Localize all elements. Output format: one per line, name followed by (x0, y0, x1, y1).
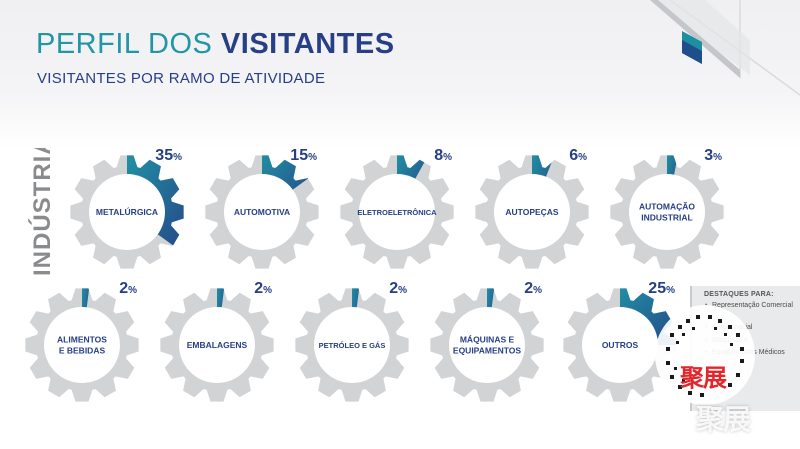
gear-chart: AUTOMOTIVA 15% (205, 147, 319, 269)
gear-hub (494, 174, 570, 250)
gear-label: AUTOMAÇÃO (639, 202, 695, 212)
gear-value-label: 35% (155, 147, 182, 164)
gear-value-label: 8% (434, 147, 452, 164)
title-bold: VISITANTES (220, 28, 395, 60)
gear-chart: EMBALAGENS 2% (160, 280, 274, 402)
gear-value-label: 2% (524, 280, 542, 297)
gear-hub (179, 307, 255, 383)
gear-chart: METALÚRGICA 35% (70, 147, 184, 269)
callout-title: DESTAQUES PARA: (704, 291, 774, 298)
gear-label: METALÚRGICA (96, 206, 158, 217)
gear-value-label: 2% (389, 280, 407, 297)
gear-label: AUTOMOTIVA (234, 207, 290, 217)
gear-chart: AUTOPEÇAS 6% (475, 147, 589, 269)
gear-label: INDUSTRIAL (641, 213, 692, 223)
gear-chart: ELETROELETRÔNICA 8% (340, 147, 454, 269)
gear-value-label: 25% (648, 280, 675, 297)
watermark-white-text: 聚展 (696, 403, 751, 436)
gear-chart: PETRÓLEO E GÁS 2% (295, 280, 409, 402)
gear-label: ELETROELETRÔNICA (357, 208, 437, 217)
gear-hub (314, 307, 390, 383)
gear-value-label: 2% (254, 280, 272, 297)
corner-decoration (650, 0, 800, 96)
page-title: PERFIL DOS VISITANTES (36, 28, 395, 61)
side-label: INDÚSTRIA (28, 148, 56, 276)
gear-label: EMBALAGENS (187, 340, 248, 350)
page-subtitle: VISITANTES POR RAMO DE ATIVIDADE (37, 70, 326, 87)
gear-hub (449, 307, 525, 383)
gear-hub (44, 307, 120, 383)
gear-label: MÁQUINAS E (460, 335, 515, 345)
gear-hub (582, 307, 658, 383)
gear-hub (359, 174, 435, 250)
gear-label: PETRÓLEO E GÁS (319, 341, 386, 350)
gear-hub (89, 174, 165, 250)
gear-label: ALIMENTOS (57, 335, 107, 345)
header-background (0, 0, 800, 150)
gear-label: AUTOPEÇAS (505, 207, 559, 217)
title-light: PERFIL DOS (36, 28, 221, 60)
gear-label: EQUIPAMENTOS (453, 346, 521, 356)
watermark-red-text: 聚展 (680, 364, 727, 392)
gear-value-label: 3% (704, 147, 722, 164)
qr-code-watermark (655, 305, 755, 405)
side-label-text: INDÚSTRIA (28, 148, 56, 276)
gear-hub (224, 174, 300, 250)
gear-hub (629, 174, 705, 250)
gear-value-label: 15% (290, 147, 317, 164)
gear-label: E BEBIDAS (59, 346, 106, 356)
gear-label: OUTROS (602, 340, 639, 350)
gear-value-label: 2% (119, 280, 137, 297)
gear-value-label: 6% (569, 147, 587, 164)
